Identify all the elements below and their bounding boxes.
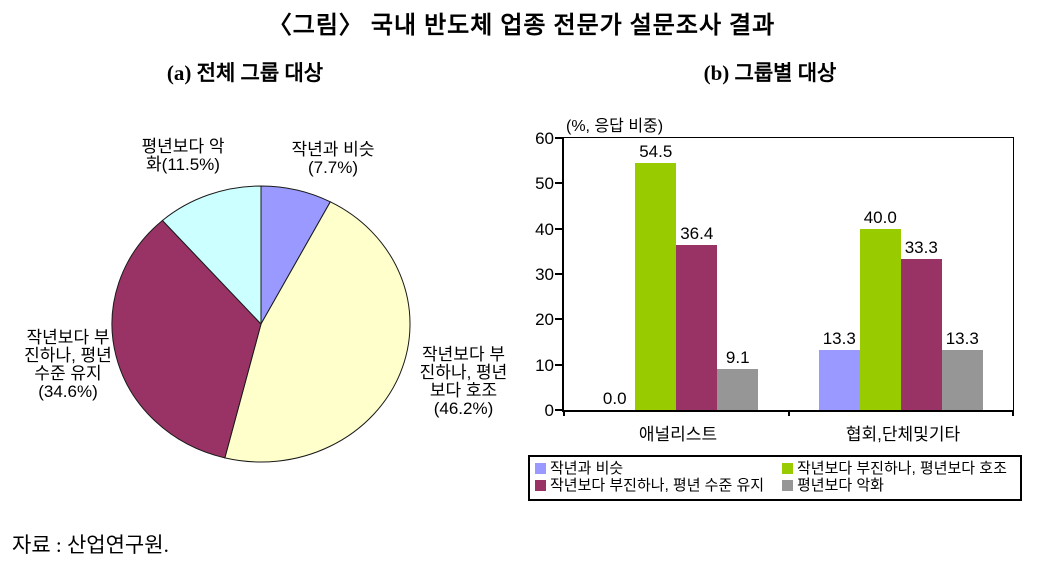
legend-label-better: 작년보다 부진하나, 평년보다 호조 <box>797 460 1007 477</box>
bar-애널리스트-2 <box>676 245 718 410</box>
pie-label-maintain: 작년보다 부 진하나, 평년 수준 유지 (34.6%) <box>24 328 112 401</box>
y-tick-label-50: 50 <box>535 174 554 194</box>
bar-협회,단체및기타-0 <box>818 349 860 410</box>
bar-value-label: 13.3 <box>945 328 979 348</box>
legend-swatch-worse <box>782 480 793 491</box>
bar-value-label: 36.4 <box>680 224 714 243</box>
pie-slice-3 <box>161 185 262 326</box>
legend-swatch-maintain <box>535 480 546 491</box>
bar-애널리스트-3 <box>717 368 759 410</box>
legend-label-worse: 평년보다 악화 <box>797 477 884 494</box>
pie-chart-subtitle: (a) 전체 그룹 대상 <box>166 61 324 85</box>
legend-item-better: 작년보다 부진하나, 평년보다 호조 <box>782 460 1015 477</box>
figure-title: 〈그림〉 국내 반도체 업종 전문가 설문조사 결과 <box>267 13 776 39</box>
y-axis-unit-label: (%, 응답 비중) <box>566 118 664 135</box>
y-tick-label-40: 40 <box>535 219 554 239</box>
pie-label-worse: 평년보다 악 화(11.5%) <box>141 137 225 174</box>
pie-slice-2 <box>111 219 262 459</box>
bar-value-label: 54.5 <box>639 141 673 161</box>
y-tick-label-0: 0 <box>544 401 554 420</box>
legend-item-similar: 작년과 비슷 <box>535 460 782 477</box>
y-tick-mark <box>555 409 562 411</box>
y-tick-mark <box>555 363 562 366</box>
x-tick-mark <box>787 411 790 416</box>
legend-label-maintain: 작년보다 부진하나, 평년 수준 유지 <box>550 477 765 494</box>
y-tick-label-30: 30 <box>535 265 554 284</box>
y-tick-mark <box>555 318 562 321</box>
bar-value-label: 33.3 <box>904 238 938 257</box>
x-tick-mark <box>1012 411 1014 416</box>
bar-value-label: 13.3 <box>822 328 856 348</box>
bar-애널리스트-1 <box>635 162 677 410</box>
y-tick-label-10: 10 <box>535 355 554 375</box>
bar-plot-area: 0.0 13.3 54.5 40.0 36.4 33.3 9.1 13.3 <box>562 137 1014 412</box>
y-tick-mark <box>555 273 562 275</box>
x-tick-mark <box>563 411 565 416</box>
legend-item-worse: 평년보다 악화 <box>782 477 1015 494</box>
bar-협회,단체및기타-1 <box>859 228 901 410</box>
legend-label-similar: 작년과 비슷 <box>550 460 624 477</box>
category-label-analysts: 애널리스트 <box>638 425 718 444</box>
y-tick-mark <box>555 137 562 139</box>
y-tick-label-60: 60 <box>535 129 554 148</box>
pie-label-better: 작년보다 부 진하나, 평년 보다 호조 (46.2%) <box>419 345 508 418</box>
pie-chart <box>111 185 411 463</box>
pie-slice-1 <box>224 201 411 463</box>
bar-value-label: 9.1 <box>725 347 750 367</box>
y-tick-mark <box>555 227 562 230</box>
y-tick-mark <box>555 182 562 185</box>
category-label-associations: 협회,단체및기타 <box>845 425 961 444</box>
y-axis-tick-labels: 0 10 20 30 40 50 60 <box>510 129 554 420</box>
legend-swatch-better <box>782 463 793 474</box>
bar-value-label: 0.0 <box>602 389 627 408</box>
bar-value-label: 40.0 <box>863 207 897 227</box>
y-tick-label-20: 20 <box>535 310 554 330</box>
source-note: 자료 : 산업연구원. <box>12 533 169 557</box>
legend-swatch-similar <box>535 463 546 474</box>
bar-협회,단체및기타-2 <box>900 259 942 410</box>
pie-label-similar: 작년과 비슷 (7.7%) <box>291 140 375 177</box>
bar-협회,단체및기타-3 <box>941 349 983 410</box>
legend-box: 작년과 비슷 작년보다 부진하나, 평년보다 호조 작년보다 부진하나, 평년 … <box>528 455 1022 501</box>
bar-chart-subtitle: (b) 그룹별 대상 <box>703 61 837 85</box>
legend-item-maintain: 작년보다 부진하나, 평년 수준 유지 <box>535 477 782 494</box>
